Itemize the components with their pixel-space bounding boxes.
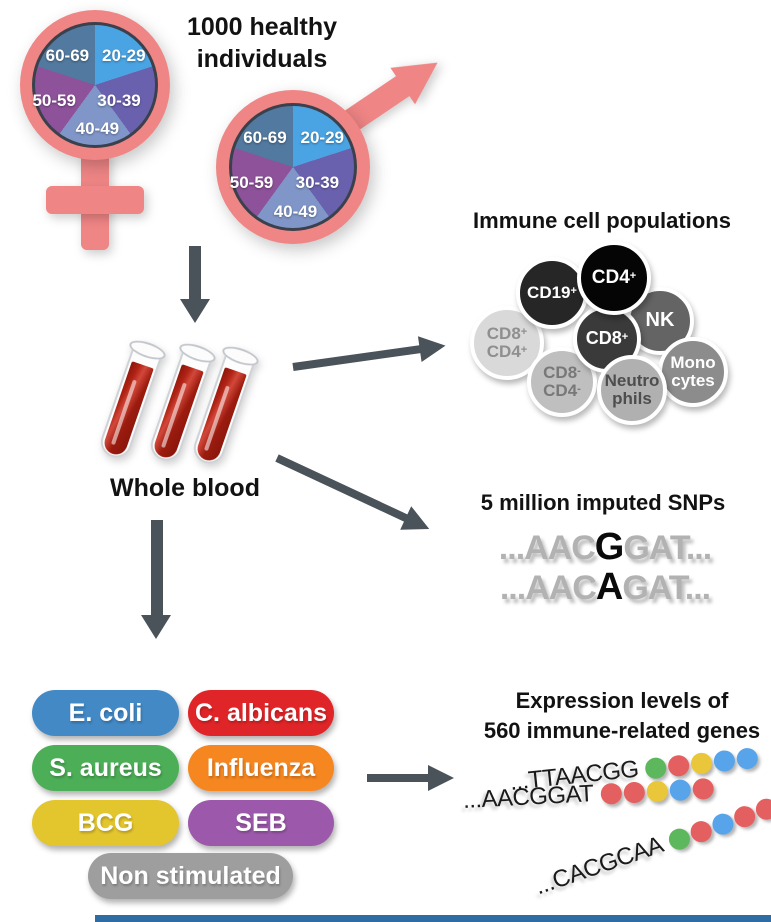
cell-cd4: CD4+ <box>577 241 651 315</box>
study-title-line2: individuals <box>196 44 328 73</box>
cell-label: phils <box>612 389 652 408</box>
expression-dot <box>730 802 758 830</box>
whole-blood-label: Whole blood <box>110 474 260 502</box>
age-group-label: 50-59 <box>229 172 274 192</box>
expression-dot <box>752 795 771 823</box>
age-group-label: 60-69 <box>243 127 287 147</box>
cell-label: cytes <box>671 371 715 390</box>
stimulus-non-stimulated: Non stimulated <box>88 853 293 899</box>
expression-dot <box>668 778 691 801</box>
age-group-label: 40-49 <box>75 119 120 139</box>
snp-sequence-1: ...AACGGAT... <box>440 526 770 569</box>
arrow-individuals-to-blood-head <box>180 299 210 323</box>
age-group-label: 30-39 <box>97 90 141 110</box>
expression-dot <box>713 748 737 772</box>
age-group-label: 20-29 <box>300 127 345 147</box>
arrow-blood-to-snps <box>272 446 436 541</box>
arrow-shaft <box>275 454 410 523</box>
female-symbol-crossbar <box>46 186 144 214</box>
arrow-shaft <box>292 344 423 371</box>
gene-row-2: ...AACGGAT <box>462 774 714 815</box>
cell-label: Mono <box>670 352 716 372</box>
arrow-shaft <box>367 774 431 782</box>
arrow-blood-to-cells <box>291 332 448 380</box>
stimulus-seb: SEB <box>188 800 334 846</box>
expression-title-line1: Expression levels of <box>515 688 729 713</box>
gene-sequence: ...CACGCAA <box>531 831 667 901</box>
expression-dot <box>691 777 714 800</box>
cell-cd8pos-cd4pos: CD8+ CD4+ <box>470 306 544 380</box>
study-title: 1000 healthy individuals <box>152 12 372 75</box>
arrow-head <box>417 332 448 363</box>
arrow-blood-to-stimuli-head <box>141 615 171 639</box>
cell-monocytes: Mono cytes <box>658 337 728 407</box>
cell-label: CD19+ <box>527 282 577 302</box>
gene-sequence: ...AACGGAT <box>462 780 595 814</box>
age-group-label: 60-69 <box>45 46 90 66</box>
cell-label: Neutro <box>604 370 660 390</box>
snp-flank: GAT... <box>623 529 712 567</box>
expression-title: Expression levels of 560 immune-related … <box>460 686 771 745</box>
expression-dot <box>690 751 714 775</box>
arrow-blood-to-stimuli-shaft <box>151 520 163 616</box>
snps-title: 5 million imputed SNPs <box>480 490 726 515</box>
age-distribution-pie-male: 20-29 30-39 40-49 50-59 60-69 <box>229 106 354 228</box>
cell-neutrophils: Neutro phils <box>597 355 667 425</box>
stimulus-saureus: S. aureus <box>32 745 179 791</box>
cell-label: CD4+ <box>486 342 528 361</box>
cell-label: CD4- <box>543 381 581 400</box>
expression-dot <box>709 810 736 838</box>
cell-label: CD8+ <box>486 323 528 343</box>
expression-dot <box>665 825 693 853</box>
expression-dot <box>667 753 691 777</box>
expression-dot <box>599 782 622 805</box>
arrow-head <box>400 506 435 541</box>
footer-bar <box>95 915 771 922</box>
expression-title-line2: 560 immune-related genes <box>483 717 761 743</box>
cell-label: CD8- <box>543 362 581 382</box>
stimulus-calbicans: C. albicans <box>188 690 334 736</box>
immune-cells-title: Immune cell populations <box>473 208 731 233</box>
arrow-stimuli-to-expression <box>367 765 455 791</box>
snp-flank: ...AAC <box>499 569 597 607</box>
cell-label: NK <box>645 309 675 332</box>
stimulus-influenza: Influenza <box>188 745 334 791</box>
expression-dot <box>735 746 759 770</box>
cell-label: CD4+ <box>591 266 637 288</box>
expression-dot <box>622 781 645 804</box>
arrow-individuals-to-blood-shaft <box>189 246 201 300</box>
expression-dot <box>687 817 715 845</box>
stimulus-ecoli: E. coli <box>32 690 179 736</box>
stimulus-bcg: BCG <box>32 800 179 846</box>
snp-variant-allele: A <box>595 566 623 608</box>
study-title-line1: 1000 healthy <box>186 13 338 41</box>
snp-flank: GAT... <box>622 569 711 607</box>
cell-label: CD8+ <box>585 328 629 349</box>
age-group-label: 50-59 <box>32 90 76 110</box>
cell-cd19: CD19+ <box>516 257 588 329</box>
snp-flank: ...AAC <box>498 529 596 567</box>
age-group-label: 20-29 <box>102 46 146 66</box>
age-group-label: 40-49 <box>273 202 318 222</box>
snp-sequence-2: ...AACAGAT... <box>440 566 770 609</box>
age-distribution-pie-female: 20-29 30-39 40-49 50-59 60-69 <box>32 25 155 145</box>
arrow-head <box>428 765 454 791</box>
snp-variant-allele: G <box>594 526 625 568</box>
age-group-label: 30-39 <box>295 172 340 192</box>
expression-dot <box>645 779 668 802</box>
